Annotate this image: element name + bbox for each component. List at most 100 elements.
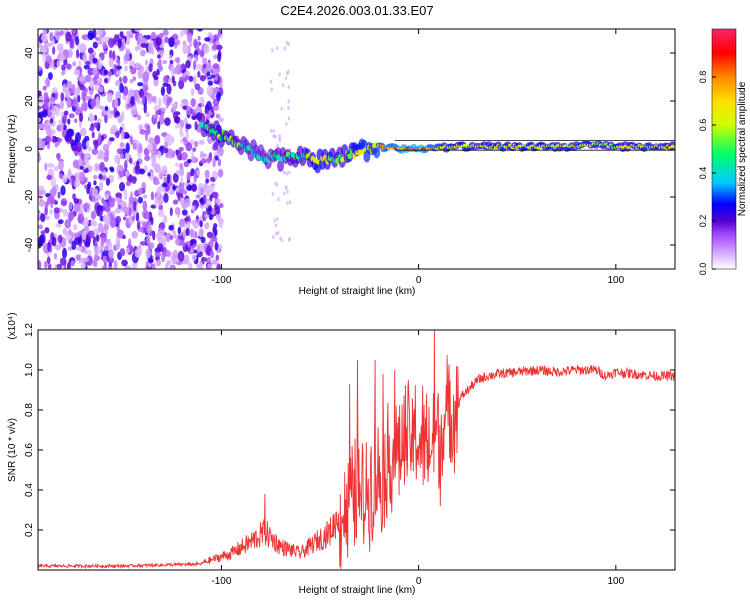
heatmap-noise-cell [190,205,196,211]
heatmap-noise-cell [71,174,75,186]
heatmap-noise-cell [138,187,143,196]
heatmap-noise-cell [189,229,196,238]
heatmap-noise-cell [206,100,212,111]
heatmap-noise-cell [274,181,277,186]
heatmap-noise-cell [38,117,41,123]
heatmap-noise-cell [44,201,50,207]
heatmap-noise-cell [116,70,122,76]
heatmap-noise-cell [213,223,218,229]
heatmap-noise-cell [60,198,68,207]
heatmap-noise-cell [194,83,201,91]
heatmap-noise-cell [44,42,48,53]
heatmap-noise-cell [168,36,175,48]
heatmap-noise-cell [73,198,79,204]
heatmap-noise-cell [148,137,155,144]
heatmap-noise-cell [114,154,121,164]
heatmap-noise-cell [67,118,71,125]
heatmap-noise-cell [287,99,290,104]
heatmap-noise-cell [139,128,146,135]
heatmap-noise-cell [213,54,218,60]
heatmap-noise-cell [137,196,144,204]
heatmap-noise-cell [179,218,186,228]
heatmap-noise-cell [110,110,114,115]
heatmap-noise-cell [93,122,98,128]
heatmap-noise-cell [119,31,124,38]
heatmap-noise-cell [107,70,112,77]
heatmap-noise-cell [83,216,89,227]
heatmap-noise-cell [159,229,166,236]
heatmap-noise-cell [104,114,108,124]
heatmap-noise-cell [194,121,198,131]
heatmap-noise-cell [44,205,48,216]
heatmap-noise-cell [132,110,138,115]
heatmap-noise-cell [101,265,107,269]
heatmap-noise-cell [119,142,125,148]
heatmap-noise-cell [194,140,199,148]
heatmap-noise-cell [278,72,281,77]
heatmap-noise-cell [217,158,222,167]
heatmap-ridge-halo [198,112,206,125]
heatmap-noise-cell [50,176,57,187]
heatmap-noise-cell [177,226,181,235]
heatmap-noise-cell [217,29,221,37]
heatmap-noise-cell [276,216,279,221]
heatmap-noise-cell [136,221,141,230]
heatmap-noise-cell [210,250,215,259]
heatmap-noise-cell [107,113,114,119]
heatmap-noise-cell [79,165,84,170]
heatmap-noise-cell [200,236,206,244]
heatmap-noise-cell [186,220,191,230]
heatmap-noise-cell [53,207,60,214]
heatmap-noise-cell [143,194,148,199]
heatmap-noise-cell [188,75,194,82]
heatmap-noise-cell [92,57,98,64]
heatmap-noise-cell [175,238,181,246]
heatmap-noise-cell [114,98,119,109]
heatmap-noise-cell [276,46,279,51]
heatmap-noise-cell [190,88,195,96]
heatmap-noise-cell [148,242,155,250]
heatmap-noise-cell [195,218,201,223]
heatmap-noise-cell [129,135,133,145]
heatmap-noise-cell [156,243,164,252]
heatmap-noise-cell [123,216,127,221]
heatmap-noise-cell [116,148,124,155]
heatmap-noise-cell [287,85,290,90]
heatmap-noise-cell [162,60,168,65]
heatmap-noise-cell [186,171,191,181]
heatmap-noise-cell [211,259,218,265]
heatmap-noise-cell [138,142,143,154]
heatmap-noise-cell [180,119,185,128]
heatmap-noise-cell [44,162,48,171]
heatmap-noise-cell [134,92,138,102]
heatmap-noise-cell [189,107,193,114]
heatmap-noise-cell [51,87,58,94]
heatmap-noise-cell [168,224,174,231]
heatmap-noise-cell [203,44,210,54]
heatmap-noise-cell [190,156,197,164]
heatmap-noise-cell [173,115,180,124]
heatmap-noise-cell [202,57,208,65]
heatmap-noise-cell [121,110,125,122]
heatmap-noise-cell [288,170,291,175]
heatmap-noise-cell [79,127,87,137]
heatmap-noise-cell [172,199,179,205]
heatmap-noise-cell [145,111,150,118]
heatmap-noise-cell [201,256,206,262]
heatmap-noise-cell [143,85,147,97]
heatmap-noise-cell [106,214,111,225]
heatmap-noise-cell [160,111,164,118]
heatmap-noise-cell [93,246,101,255]
heatmap-noise-cell [92,188,99,198]
heatmap-noise-cell [160,86,166,96]
heatmap-noise-cell [76,86,81,97]
heatmap-noise-cell [40,230,46,235]
heatmap-noise-cell [57,191,61,199]
heatmap-noise-cell [139,123,144,130]
heatmap-noise-cell [176,56,181,64]
heatmap-noise-cell [273,218,276,223]
heatmap-noise-cell [175,65,179,75]
heatmap-noise-cell [155,110,161,116]
heatmap-noise-cell [145,248,152,259]
heatmap-noise-cell [175,186,180,193]
